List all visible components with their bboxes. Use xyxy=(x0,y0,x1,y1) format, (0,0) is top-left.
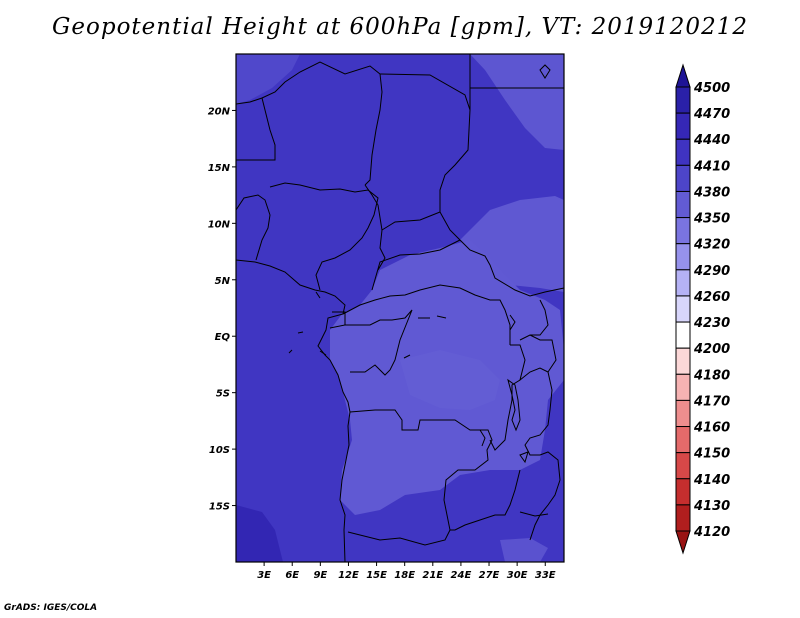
colorbar-level-label: 4350 xyxy=(693,212,730,227)
lat-tick-label: EQ xyxy=(215,332,231,343)
colorbar-level-label: 4500 xyxy=(693,81,730,96)
lat-tick-label: 5N xyxy=(215,276,231,287)
colorbar-level-label: 4170 xyxy=(693,394,730,409)
colorbar-swatch xyxy=(675,269,691,297)
lon-tick-label: 15E xyxy=(366,570,387,581)
map-title: Geopotential Height at 600hPa [gpm], VT:… xyxy=(52,14,748,40)
colorbar-top-arrow xyxy=(675,63,691,88)
colorbar-level-label: 4380 xyxy=(693,185,730,200)
lat-tick-label: 20N xyxy=(208,106,231,117)
colorbar-level-label: 4470 xyxy=(693,107,730,122)
lat-tick-label: 15N xyxy=(208,163,231,174)
lon-tick-label: 9E xyxy=(313,570,327,581)
colorbar-swatch xyxy=(675,399,691,428)
colorbar-level-label: 4150 xyxy=(693,447,730,462)
colorbar-level-label: 4180 xyxy=(693,368,730,383)
colorbar-level-label: 4230 xyxy=(693,316,730,331)
lon-tick-label: 3E xyxy=(257,570,271,581)
lat-tick-label: 10N xyxy=(208,219,231,230)
colorbar-level-label: 4120 xyxy=(693,525,730,540)
lon-tick-label: 6E xyxy=(285,570,299,581)
colorbar-swatch xyxy=(675,347,691,375)
colorbar-level-label: 4200 xyxy=(693,342,730,357)
colorbar-level-label: 4130 xyxy=(693,499,730,514)
lat-tick-label: 15S xyxy=(209,502,230,513)
colorbar-level-label: 4260 xyxy=(693,290,730,305)
lon-tick-label: 33E xyxy=(535,570,556,581)
colorbar-level-label: 4290 xyxy=(693,264,730,279)
longitude-axis: 3E 6E 9E 12E 15E 18E 21E 24E 27E 30E 33E xyxy=(257,562,556,581)
lon-tick-label: 21E xyxy=(422,570,443,581)
colorbar-swatch xyxy=(675,190,691,219)
colorbar-swatch xyxy=(675,504,691,532)
grads-credit: GrADS: IGES/COLA xyxy=(4,603,98,613)
colorbar-level-label: 4140 xyxy=(693,473,730,488)
colorbar-swatch xyxy=(675,164,691,192)
colorbar-swatch xyxy=(675,452,691,480)
colorbar-swatch xyxy=(675,295,691,323)
lon-tick-label: 12E xyxy=(338,570,359,581)
colorbar-level-label: 4410 xyxy=(693,159,730,174)
coastlines-borders xyxy=(235,54,565,563)
colorbar-swatch xyxy=(675,112,691,140)
lat-tick-label: 5S xyxy=(216,389,230,400)
colorbar-swatch xyxy=(675,138,691,166)
lon-tick-label: 24E xyxy=(451,570,472,581)
lon-tick-label: 18E xyxy=(394,570,415,581)
colorbar-swatch xyxy=(675,478,691,506)
height-field xyxy=(236,54,564,562)
latitude-axis: 20N 15N 10N 5N EQ 5S 10S 15S xyxy=(208,106,236,513)
colorbar-bottom-arrow xyxy=(675,530,691,555)
map-frame xyxy=(235,53,565,563)
colorbar-swatch xyxy=(675,321,691,349)
colorbar-level-label: 4160 xyxy=(693,421,730,436)
lon-tick-label: 30E xyxy=(507,570,528,581)
colorbar-swatch xyxy=(675,86,691,114)
lon-tick-label: 27E xyxy=(479,570,500,581)
colorbar: 4500 4470 4440 4410 4380 4350 4320 4290 4260 4230… xyxy=(675,63,730,555)
colorbar-level-label: 4440 xyxy=(693,133,730,148)
colorbar-level-label: 4320 xyxy=(693,238,730,253)
colorbar-swatch xyxy=(675,243,691,271)
colorbar-swatch xyxy=(675,217,691,245)
colorbar-swatch xyxy=(675,373,691,401)
colorbar-swatch xyxy=(675,426,691,454)
lat-tick-label: 10S xyxy=(209,445,230,456)
